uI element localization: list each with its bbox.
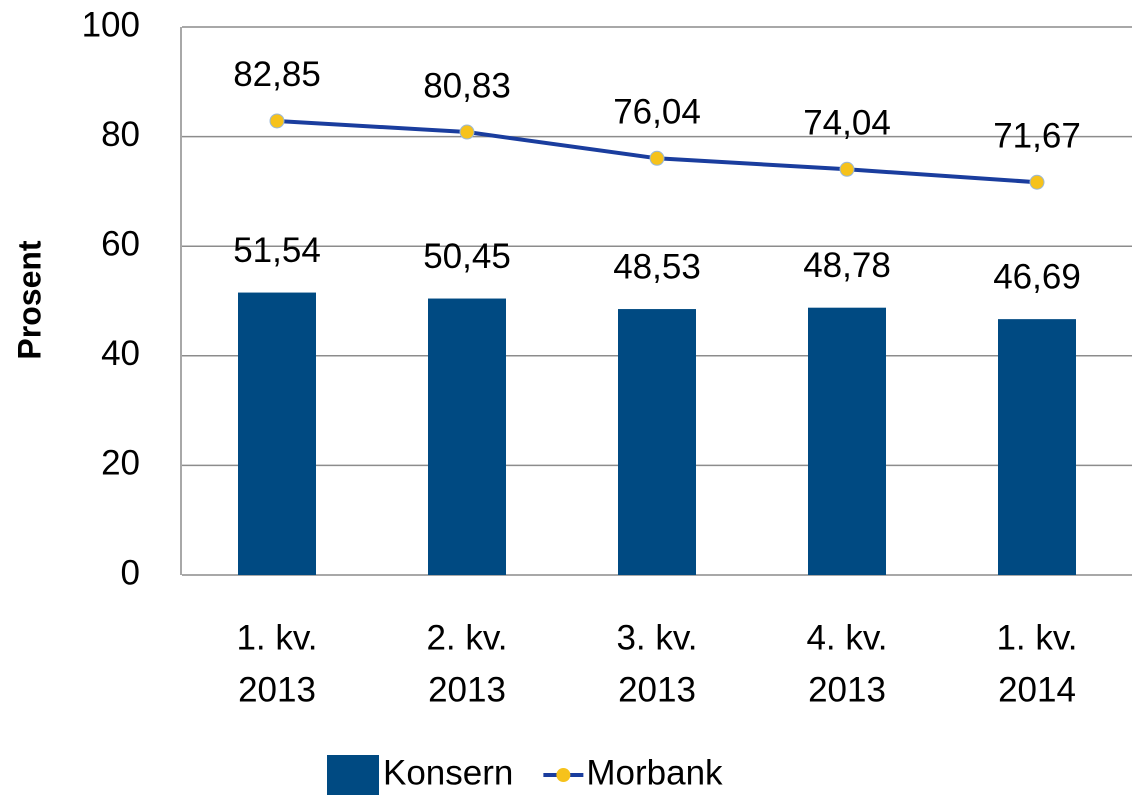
marker [839, 161, 855, 177]
data-label: 74,04 [803, 104, 891, 143]
data-label: 82,85 [233, 55, 321, 94]
data-label: 80,83 [423, 66, 511, 105]
y-axis-label: Prosent [11, 240, 47, 359]
data-label: 50,45 [423, 237, 511, 276]
data-label: 46,69 [993, 257, 1081, 296]
data-label: 48,53 [613, 247, 701, 286]
x-tick-label: 4. kv. [806, 618, 887, 657]
x-tick-label: 3. kv. [616, 618, 697, 657]
bar [998, 319, 1076, 575]
data-label: 51,54 [233, 231, 321, 270]
marker [1029, 174, 1045, 190]
y-tick-label: 40 [101, 334, 140, 373]
x-tick-label: 2013 [808, 670, 886, 709]
legend-swatch [327, 755, 379, 795]
x-tick-label: 2014 [998, 670, 1076, 709]
x-tick-label: 1. kv. [996, 618, 1077, 657]
x-tick-label: 2013 [428, 670, 506, 709]
y-tick-label: 80 [101, 115, 140, 154]
marker [459, 124, 475, 140]
x-tick-label: 1. kv. [236, 618, 317, 657]
data-label: 48,78 [803, 246, 891, 285]
data-label: 71,67 [993, 116, 1081, 155]
marker [269, 113, 285, 129]
legend-marker [556, 768, 571, 782]
y-tick-label: 0 [121, 553, 140, 592]
bar [808, 307, 886, 575]
bar [618, 309, 696, 575]
data-label: 76,04 [613, 93, 701, 132]
x-tick-label: 2013 [618, 670, 696, 709]
legend-label: Konsern [383, 753, 513, 792]
x-tick-label: 2. kv. [426, 618, 507, 657]
y-tick-label: 100 [82, 5, 140, 44]
marker [649, 150, 665, 166]
x-tick-label: 2013 [238, 670, 316, 709]
y-tick-label: 20 [101, 444, 140, 483]
bar [428, 298, 506, 575]
y-tick-label: 60 [101, 224, 140, 263]
legend-label: Morbank [586, 753, 723, 792]
bar [238, 292, 316, 575]
